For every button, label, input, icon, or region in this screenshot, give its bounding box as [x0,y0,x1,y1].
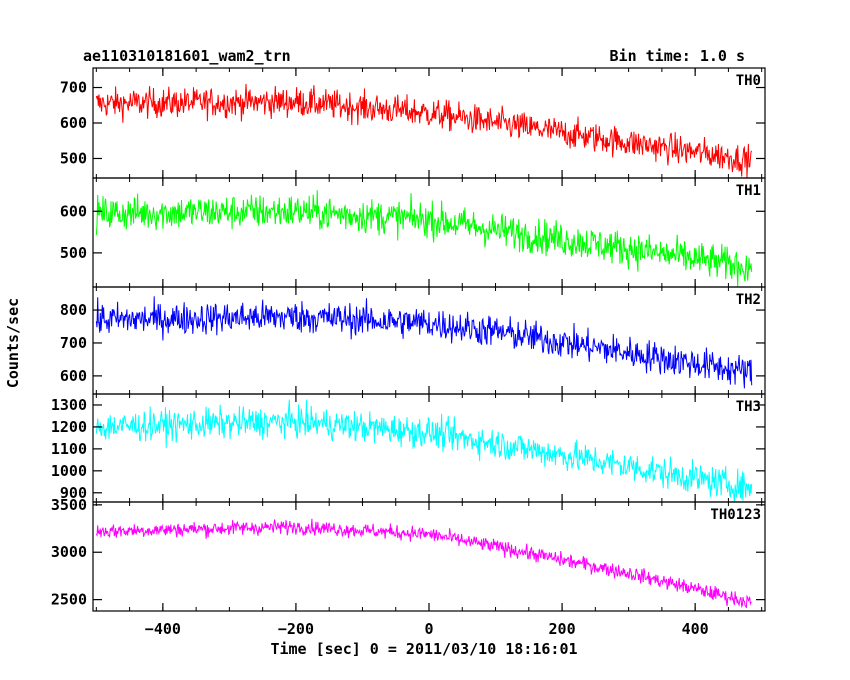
y-tick-label: 500 [60,244,87,262]
x-tick-label: 400 [682,620,709,638]
x-axis-title: Time [sec] 0 = 2011/03/10 18:16:01 [270,640,577,658]
bin-time-label: Bin time: 1.0 s [610,47,745,65]
panel-frame [92,393,766,503]
series-line-th1 [95,190,753,287]
series-line-th3 [95,399,753,502]
y-tick-label: 3000 [51,543,87,561]
panel-label-th1: TH1 [736,183,761,199]
y-tick-label: 700 [60,79,87,97]
y-tick-label: 3500 [51,496,87,514]
panel-th2: 600 700 800 TH2 [60,286,766,395]
y-tick-label: 600 [60,114,87,132]
y-tick-label: 600 [60,202,87,220]
y-tick-label: 1100 [51,440,87,458]
x-tick-label: −200 [278,620,314,638]
y-tick-label: 700 [60,334,87,352]
x-tick-label: 0 [424,620,433,638]
chart-title: ae110310181601_wam2_trn [83,47,291,65]
y-tick-label: 600 [60,367,87,385]
y-tick-label: 1000 [51,462,87,480]
panel-th3: 900 1000 1100 1200 1300 TH3 [51,393,766,503]
panel-th1: 500 600 TH1 [60,177,766,288]
y-tick-label: 800 [60,301,87,319]
panel-label-th0: TH0 [736,73,761,89]
panel-label-th3: TH3 [736,399,761,415]
y-tick-label: 500 [60,149,87,167]
series-line-th0123 [95,518,752,609]
panel-th0: 500 600 700 TH0 [60,67,766,179]
panel-th0123: 2500 3000 3500 TH0123 [51,496,766,612]
y-tick-label: 1200 [51,418,87,436]
panel-label-th2: TH2 [736,292,761,308]
y-tick-label: 1300 [51,396,87,414]
panel-label-th0123: TH0123 [710,507,761,523]
series-line-th0 [95,83,753,178]
y-axis-title: Counts/sec [4,298,22,388]
panel-frame [92,501,766,612]
panels-group: 500 600 700 TH0 500 600 TH1 600 700 800 TH2 900 1000… [51,67,766,638]
series-line-th2 [95,296,753,389]
x-tick-label: 200 [549,620,576,638]
y-tick-label: 2500 [51,591,87,609]
panel-frame [92,177,766,288]
x-tick-label: −400 [145,620,181,638]
y-tick-label: 900 [60,484,87,502]
panel-frame [92,286,766,395]
